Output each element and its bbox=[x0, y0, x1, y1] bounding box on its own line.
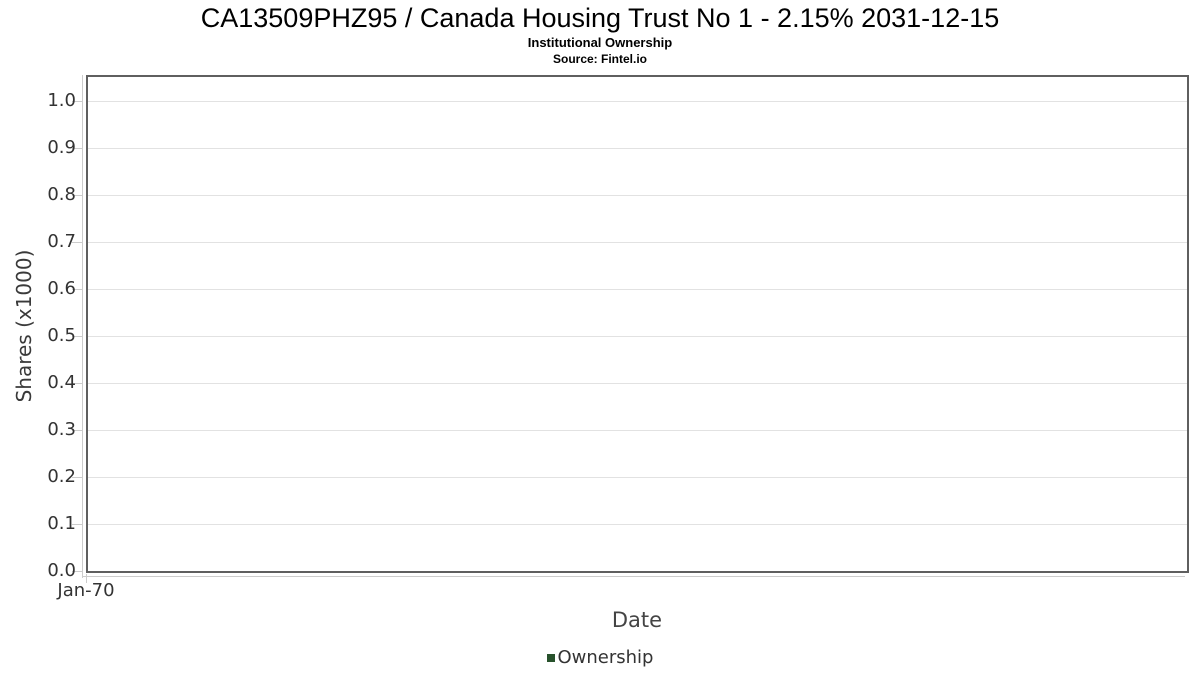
y-tick-mark bbox=[72, 477, 82, 478]
y-tick-label: 0.5 bbox=[47, 325, 76, 346]
y-tick-mark bbox=[72, 289, 82, 290]
x-tick-mark bbox=[86, 574, 87, 583]
legend-label-ownership: Ownership bbox=[557, 647, 654, 668]
y-gridline bbox=[88, 242, 1187, 243]
y-tick-mark bbox=[72, 524, 82, 525]
y-gridline bbox=[88, 289, 1187, 290]
y-tick-label: 1.0 bbox=[47, 90, 76, 111]
y-tick-label: 0.0 bbox=[47, 560, 76, 581]
legend: Ownership bbox=[0, 646, 1200, 670]
y-tick-label: 0.8 bbox=[47, 184, 76, 205]
y-tick-mark bbox=[72, 336, 82, 337]
y-tick-label: 0.2 bbox=[47, 466, 76, 487]
y-tick-mark bbox=[72, 148, 82, 149]
y-gridline bbox=[88, 101, 1187, 102]
y-gridline bbox=[88, 477, 1187, 478]
y-tick-label: 0.1 bbox=[47, 513, 76, 534]
y-tick-label: 0.6 bbox=[47, 278, 76, 299]
y-gridline bbox=[88, 336, 1187, 337]
y-gridline bbox=[88, 430, 1187, 431]
y-gridline bbox=[88, 148, 1187, 149]
y-tick-label: 0.7 bbox=[47, 231, 76, 252]
y-tick-mark bbox=[72, 195, 82, 196]
y-axis-line bbox=[82, 75, 83, 578]
y-tick-mark bbox=[72, 383, 82, 384]
x-axis-line bbox=[82, 576, 1185, 577]
y-gridline bbox=[88, 195, 1187, 196]
plot-area bbox=[86, 75, 1189, 573]
x-tick-label: Jan-70 bbox=[57, 580, 115, 601]
y-tick-mark bbox=[72, 242, 82, 243]
chart-source-note: Source: Fintel.io bbox=[552, 52, 647, 66]
y-tick-mark bbox=[72, 101, 82, 102]
y-tick-label: 0.9 bbox=[47, 137, 76, 158]
y-gridline bbox=[88, 383, 1187, 384]
y-axis-label: Shares (x1000) bbox=[12, 249, 36, 403]
chart-subtitle: Institutional Ownership bbox=[527, 35, 673, 50]
y-gridline bbox=[88, 524, 1187, 525]
y-tick-label: 0.3 bbox=[47, 419, 76, 440]
y-tick-label: 0.4 bbox=[47, 372, 76, 393]
y-tick-mark bbox=[72, 430, 82, 431]
x-axis-label: Date bbox=[611, 608, 663, 632]
y-tick-mark bbox=[72, 571, 82, 572]
chart-title: CA13509PHZ95 / Canada Housing Trust No 1… bbox=[200, 3, 1000, 33]
legend-swatch-ownership bbox=[546, 654, 555, 662]
